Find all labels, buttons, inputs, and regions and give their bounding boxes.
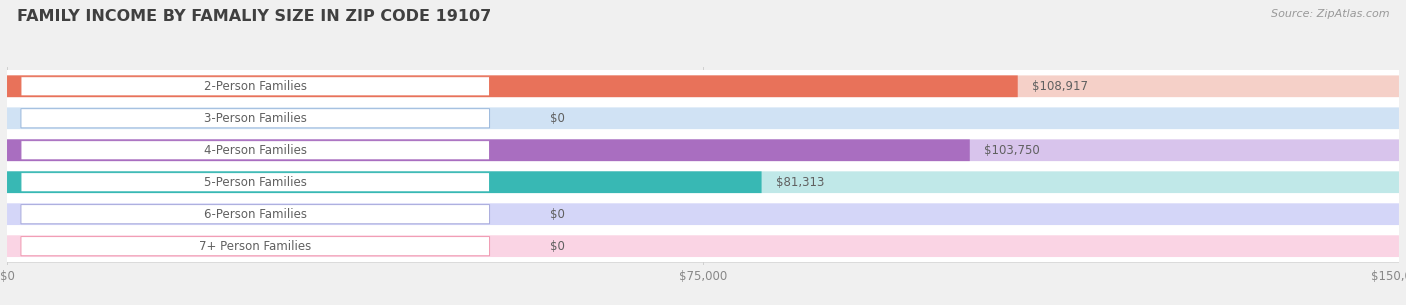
Text: Source: ZipAtlas.com: Source: ZipAtlas.com bbox=[1271, 9, 1389, 19]
FancyBboxPatch shape bbox=[7, 171, 762, 193]
FancyBboxPatch shape bbox=[7, 75, 1018, 97]
FancyBboxPatch shape bbox=[7, 75, 1399, 97]
FancyBboxPatch shape bbox=[21, 237, 489, 256]
Text: FAMILY INCOME BY FAMALIY SIZE IN ZIP CODE 19107: FAMILY INCOME BY FAMALIY SIZE IN ZIP COD… bbox=[17, 9, 491, 24]
FancyBboxPatch shape bbox=[7, 107, 1399, 129]
FancyBboxPatch shape bbox=[7, 139, 970, 161]
FancyBboxPatch shape bbox=[7, 134, 1399, 166]
FancyBboxPatch shape bbox=[7, 198, 1399, 230]
Text: 5-Person Families: 5-Person Families bbox=[204, 176, 307, 189]
Text: 3-Person Families: 3-Person Families bbox=[204, 112, 307, 125]
Text: 2-Person Families: 2-Person Families bbox=[204, 80, 307, 93]
Text: $0: $0 bbox=[550, 208, 565, 221]
Text: $0: $0 bbox=[550, 112, 565, 125]
FancyBboxPatch shape bbox=[7, 203, 1399, 225]
FancyBboxPatch shape bbox=[7, 230, 1399, 262]
Text: $81,313: $81,313 bbox=[776, 176, 824, 189]
Text: $103,750: $103,750 bbox=[984, 144, 1039, 157]
Text: 6-Person Families: 6-Person Families bbox=[204, 208, 307, 221]
Text: 7+ Person Families: 7+ Person Families bbox=[200, 240, 311, 253]
FancyBboxPatch shape bbox=[21, 109, 489, 128]
FancyBboxPatch shape bbox=[21, 141, 489, 160]
FancyBboxPatch shape bbox=[21, 173, 489, 192]
FancyBboxPatch shape bbox=[7, 102, 1399, 134]
FancyBboxPatch shape bbox=[7, 171, 1399, 193]
FancyBboxPatch shape bbox=[7, 139, 1399, 161]
Text: $0: $0 bbox=[550, 240, 565, 253]
Text: 4-Person Families: 4-Person Families bbox=[204, 144, 307, 157]
FancyBboxPatch shape bbox=[21, 77, 489, 96]
FancyBboxPatch shape bbox=[7, 70, 1399, 102]
FancyBboxPatch shape bbox=[7, 235, 1399, 257]
Text: $108,917: $108,917 bbox=[1032, 80, 1088, 93]
FancyBboxPatch shape bbox=[21, 205, 489, 224]
FancyBboxPatch shape bbox=[7, 166, 1399, 198]
